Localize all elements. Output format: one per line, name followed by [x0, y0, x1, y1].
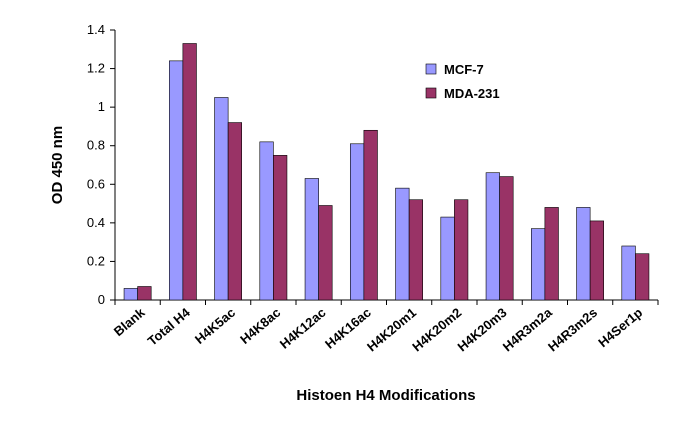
y-tick-label: 1.2	[87, 61, 105, 76]
x-tick-label: H4Ser1p	[595, 305, 645, 350]
bar	[635, 253, 650, 301]
bar	[318, 205, 333, 301]
y-tick-label: 1	[98, 99, 105, 114]
y-tick-label: 0.6	[87, 176, 105, 191]
x-tick-label: H4K20m3	[455, 305, 510, 355]
legend-swatch	[425, 63, 437, 75]
y-tick-label: 0	[98, 292, 105, 307]
legend-label: MDA-231	[444, 86, 500, 101]
x-tick-label: Blank	[111, 304, 148, 339]
bar	[349, 143, 365, 301]
x-tick-label: H4K20m2	[409, 305, 464, 355]
x-tick-label: H4R3m2s	[545, 305, 600, 355]
bar	[576, 207, 591, 301]
bar	[169, 60, 184, 301]
bar	[408, 199, 423, 301]
bar	[589, 220, 604, 301]
bar	[499, 176, 514, 301]
legend-swatch	[425, 87, 437, 99]
bar	[137, 286, 152, 301]
bar	[273, 155, 288, 301]
x-tick-label: H4K12ac	[277, 305, 329, 352]
x-tick-label: Total H4	[145, 304, 194, 348]
y-axis-label: OD 450 nm	[49, 126, 66, 204]
x-tick-label: H4K5ac	[192, 305, 238, 347]
bar	[454, 199, 469, 301]
bar	[530, 228, 546, 301]
bar	[214, 97, 229, 301]
bar	[395, 187, 410, 301]
bar	[182, 43, 197, 301]
bar	[304, 178, 319, 301]
x-axis-label: Histoen H4 Modifications	[296, 387, 475, 404]
bar	[440, 216, 455, 301]
bar	[621, 245, 636, 301]
y-tick-label: 0.4	[87, 215, 105, 230]
legend-label: MCF-7	[444, 62, 484, 77]
y-tick-label: 0.8	[87, 138, 105, 153]
bar	[123, 288, 138, 301]
bar	[259, 141, 274, 301]
bar	[227, 122, 242, 301]
x-tick-label: H4R3m2a	[500, 304, 556, 354]
bar	[485, 172, 500, 301]
bar	[544, 207, 559, 301]
y-tick-label: 0.2	[87, 253, 105, 268]
x-tick-label: H4K20m1	[364, 305, 419, 355]
bar	[363, 129, 378, 301]
y-tick-label: 1.4	[87, 22, 105, 37]
